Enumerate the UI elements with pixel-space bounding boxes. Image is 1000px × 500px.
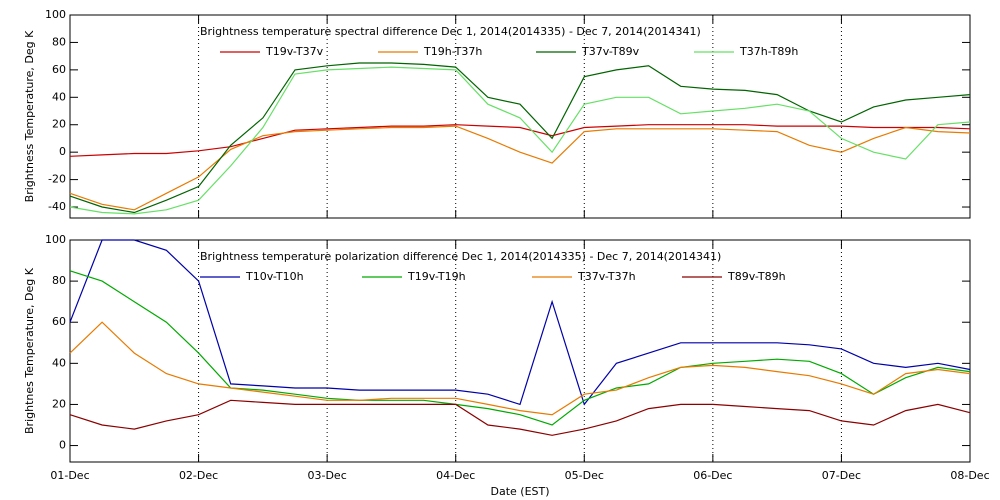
legend-label: T19v-T19h — [407, 270, 466, 283]
legend-label: T10v-T10h — [245, 270, 304, 283]
chart-title: Brightness temperature spectral differen… — [200, 25, 701, 38]
x-tick-label: 05-Dec — [565, 469, 604, 482]
y-tick-label: 100 — [45, 233, 66, 246]
x-tick-label: 01-Dec — [50, 469, 89, 482]
series-line — [69, 66, 971, 215]
y-tick-label: 80 — [52, 35, 66, 48]
y-tick-label: 40 — [52, 90, 66, 103]
legend-label: T19v-T37v — [265, 45, 324, 58]
series-line — [69, 62, 971, 214]
legend-label: T19h-T37h — [423, 45, 482, 58]
y-axis-label: Brightness Temperature, Deg K — [23, 30, 36, 202]
y-tick-label: 100 — [45, 8, 66, 21]
x-tick-label: 03-Dec — [308, 469, 347, 482]
y-tick-label: 40 — [52, 356, 66, 369]
y-tick-label: 0 — [59, 145, 66, 158]
y-tick-label: 0 — [59, 439, 66, 452]
series-line — [69, 124, 971, 157]
y-tick-label: -20 — [48, 173, 66, 186]
legend-label: T37v-T89v — [581, 45, 640, 58]
series-line — [69, 270, 971, 426]
y-tick-label: 20 — [52, 397, 66, 410]
plot-frame — [69, 14, 971, 219]
y-tick-label: -40 — [48, 200, 66, 213]
x-tick-label: 07-Dec — [822, 469, 861, 482]
x-tick-label: 04-Dec — [436, 469, 475, 482]
series-line — [69, 239, 971, 406]
y-tick-label: 60 — [52, 63, 66, 76]
x-tick-label: 02-Dec — [179, 469, 218, 482]
y-tick-label: 60 — [52, 315, 66, 328]
legend-label: T89v-T89h — [727, 270, 786, 283]
x-axis-label: Date (EST) — [490, 485, 549, 498]
chart-title: Brightness temperature polarization diff… — [200, 250, 721, 263]
legend-label: T37v-T37h — [577, 270, 636, 283]
y-tick-label: 20 — [52, 118, 66, 131]
plot-frame — [69, 239, 971, 463]
x-tick-label: 08-Dec — [950, 469, 989, 482]
x-tick-label: 06-Dec — [693, 469, 732, 482]
y-axis-label: Brightnes Temperature, Deg K — [23, 267, 36, 434]
y-tick-label: 80 — [52, 274, 66, 287]
legend-label: T37h-T89h — [739, 45, 798, 58]
series-line — [69, 321, 971, 416]
series-line — [69, 399, 971, 436]
